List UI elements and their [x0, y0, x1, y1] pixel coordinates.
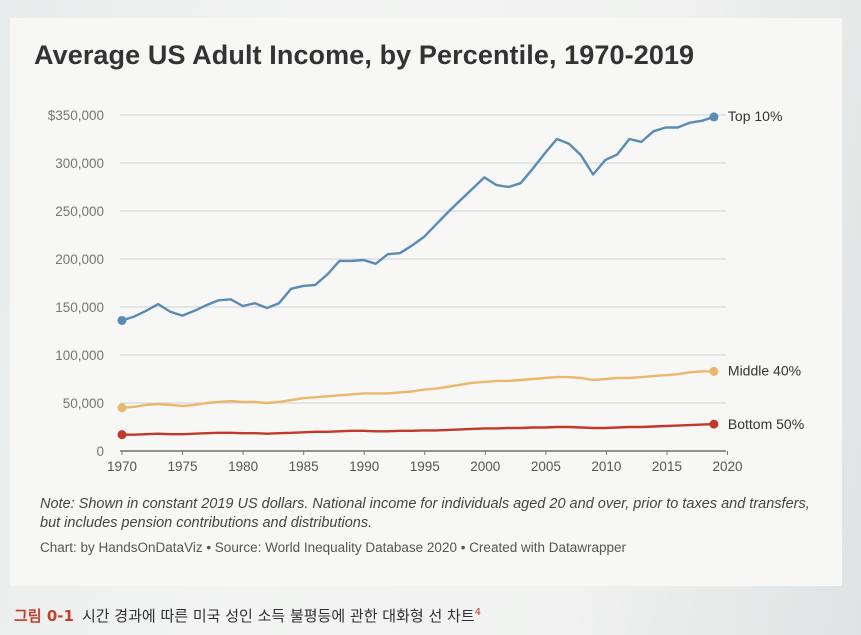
series-end-point-top-10 — [709, 112, 719, 122]
y-tick-label: 250,000 — [55, 204, 104, 219]
series-line-bottom-50 — [120, 422, 716, 436]
chart-note: Note: Shown in constant 2019 US dollars.… — [40, 496, 810, 531]
figure-caption: 그림 0-1 시간 경과에 따른 미국 성인 소득 불평등에 관한 대화형 선 차… — [14, 605, 481, 626]
series-label-bottom-50: Bottom 50% — [728, 416, 804, 432]
chart-title: Average US Adult Income, by Percentile, … — [34, 40, 695, 70]
y-axis-tick-labels: 0 50,000 100,000 150,000 200,000 250,000 300,0… — [48, 108, 104, 459]
series-start-point-top-10 — [117, 315, 127, 325]
figure-caption-text: 시간 경과에 따른 미국 성인 소득 불평등에 관한 대화형 선 차트 — [81, 607, 475, 625]
x-tick-label: 2010 — [591, 459, 621, 474]
y-tick-label: 0 — [96, 444, 104, 459]
x-tick-label: 1975 — [168, 459, 198, 474]
series-start-point-middle-40 — [117, 403, 127, 413]
y-tick-label: $350,000 — [48, 108, 104, 123]
series-label-middle-40: Middle 40% — [728, 362, 801, 378]
series-label-top-10: Top 10% — [728, 108, 782, 124]
series-line-top-10 — [120, 115, 716, 322]
series-end-point-middle-40 — [709, 366, 719, 376]
y-tick-label: 50,000 — [63, 396, 104, 411]
x-tick-label: 2000 — [470, 459, 500, 474]
gridlines — [120, 114, 728, 455]
x-tick-label: 1970 — [107, 459, 137, 474]
chart-credit: Chart: by HandsOnDataViz • Source: World… — [40, 540, 627, 555]
x-tick-label: 1985 — [289, 459, 319, 474]
chart-card — [10, 18, 842, 586]
figure-number: 그림 0-1 — [14, 607, 74, 625]
x-tick-label: 1980 — [228, 459, 258, 474]
series-lines — [117, 112, 719, 440]
line-chart: 0 50,000 100,000 150,000 200,000 250,000 300,0… — [48, 108, 804, 474]
y-tick-label: 300,000 — [55, 156, 104, 171]
y-tick-label: 150,000 — [55, 300, 104, 315]
x-tick-label: 2015 — [652, 459, 682, 474]
x-axis-tick-labels: 1970 1975 1980 1985 1990 1995 2000 2005 2010 2015… — [107, 459, 743, 474]
x-tick-label: 2005 — [531, 459, 561, 474]
footnote-marker: 4 — [474, 607, 481, 618]
series-line-middle-40 — [120, 370, 716, 409]
x-tick-label: 1995 — [410, 459, 440, 474]
series-end-labels: Top 10% Middle 40% Bottom 50% — [728, 108, 804, 432]
series-end-point-bottom-50 — [709, 419, 719, 429]
x-tick-label: 2020 — [712, 459, 742, 474]
y-tick-label: 200,000 — [55, 252, 104, 267]
x-tick-label: 1990 — [349, 459, 379, 474]
y-tick-label: 100,000 — [55, 348, 104, 363]
series-start-point-bottom-50 — [117, 430, 127, 440]
